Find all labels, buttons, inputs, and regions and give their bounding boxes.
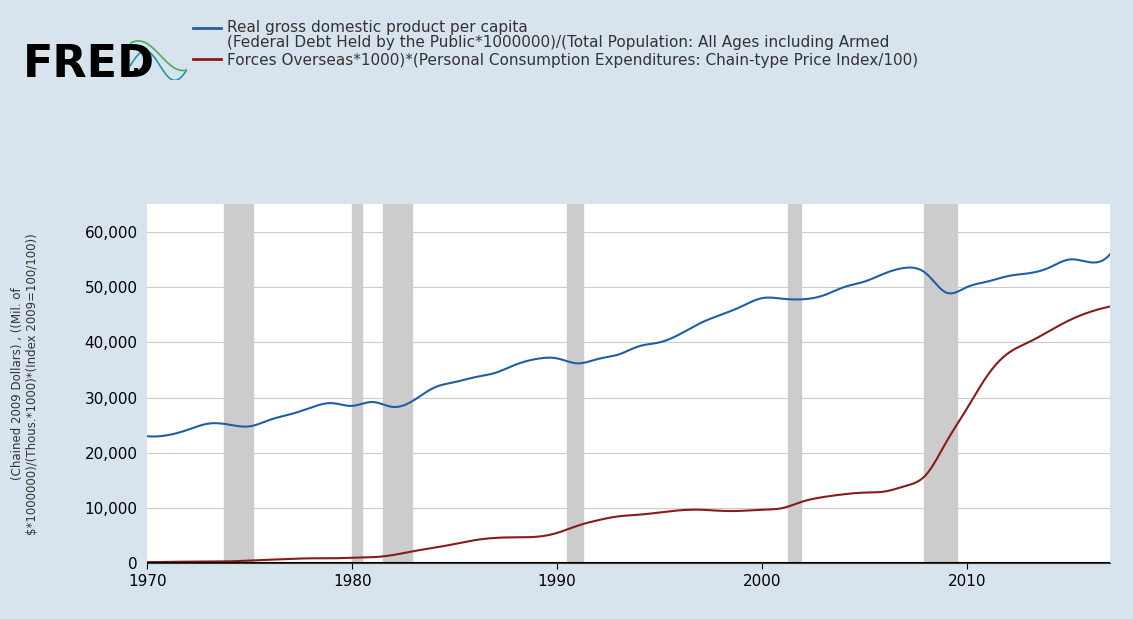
Text: .: .	[130, 43, 143, 81]
Bar	[925, 204, 956, 563]
Bar	[787, 204, 801, 563]
Bar	[568, 204, 582, 563]
Text: FRED: FRED	[23, 43, 155, 86]
Text: (Federal Debt Held by the Public*1000000)/(Total Population: All Ages including : (Federal Debt Held by the Public*1000000…	[227, 35, 918, 67]
Text: Real gross domestic product per capita: Real gross domestic product per capita	[227, 20, 527, 35]
Bar	[352, 204, 363, 563]
Text: (Chained 2009 Dollars) , ((Mil. of
$*1000000)/(Thous.*1000)*(Index 2009=100/100): (Chained 2009 Dollars) , ((Mil. of $*100…	[11, 233, 40, 535]
Bar	[383, 204, 412, 563]
Bar	[224, 204, 253, 563]
